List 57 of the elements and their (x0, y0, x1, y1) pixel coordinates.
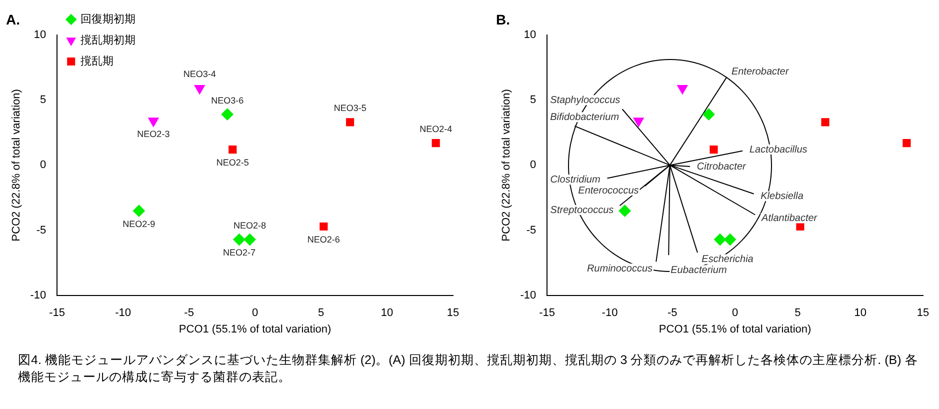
series-label: Clostridium (550, 174, 600, 186)
x-tick-label: 5 (318, 307, 324, 320)
data-label: NEO2-8 (234, 220, 266, 231)
series-label: Escherichia (702, 254, 754, 266)
legend-label: 撹乱期初期 (80, 34, 136, 47)
data-label: NEO2-5 (216, 158, 249, 168)
data-label: NEO2-9 (122, 218, 156, 229)
y-tick-label: 0 (530, 159, 536, 172)
series-label: Streptococcus (550, 204, 614, 216)
x-tick-label: 10 (380, 307, 394, 320)
y-tick-label: -5 (526, 224, 536, 236)
x-tick-label: 0 (732, 307, 738, 320)
chart-title: A. (6, 11, 20, 28)
x-tick-label: 5 (794, 307, 801, 320)
x-tick-label: -15 (539, 307, 556, 320)
x-tick-label: -10 (115, 307, 132, 320)
data-label: NEO2-4 (420, 124, 452, 134)
series-label: Eubacterium (670, 264, 727, 276)
x-tick-label: -10 (602, 307, 618, 320)
y-tick-label: 10 (34, 28, 46, 41)
x-tick-label: -15 (49, 307, 66, 320)
series-label: Staphylococcus (550, 94, 620, 106)
series-label: Enterococcus (578, 185, 639, 196)
y-axis-title: PCO2 (22.8% of total variation) (10, 89, 23, 242)
series-label: Klebsiella (760, 190, 804, 202)
legend-label: 撹乱期 (80, 54, 114, 68)
x-tick-label: 15 (446, 307, 460, 320)
x-tick-label: -5 (668, 307, 678, 320)
series-label: Enterobacter (731, 66, 790, 78)
data-label: NEO3-4 (183, 69, 216, 80)
series-label: Citrobacter (696, 162, 747, 173)
y-tick-label: -5 (36, 224, 46, 236)
x-tick-label: 10 (854, 307, 866, 320)
series-label: Atlantibacter (760, 213, 818, 224)
data-label: NEO3-5 (334, 103, 366, 114)
y-tick-label: 0 (40, 159, 46, 172)
data-label: NEO2-7 (222, 248, 256, 258)
y-tick-label: -10 (30, 290, 46, 302)
series-label: Ruminococcus (586, 263, 653, 274)
x-axis-title: PCO1 (55.1% of total variation) (658, 323, 812, 336)
data-label: NEO2-6 (307, 234, 340, 244)
y-axis-title: PCO2 (22.8% of total variation) (500, 89, 513, 242)
data-label: NEO3-6 (211, 95, 244, 106)
x-tick-label: 15 (916, 307, 930, 320)
y-tick-label: 10 (524, 28, 536, 41)
legend-label: 回復期初期 (80, 12, 136, 26)
y-tick-label: 5 (530, 94, 536, 106)
y-tick-label: 5 (40, 94, 46, 106)
chart-title: B. (496, 11, 510, 28)
x-axis-title: PCO1 (55.1% of total variation) (178, 323, 332, 336)
series-label: Bifidobacterium (550, 112, 620, 123)
y-tick-label: -10 (520, 290, 536, 302)
caption: 図4. 機能モジュールアバンダンスに基づいた生物群集解析 (2)。(A) 回復期初期、撹乱期初期、撹乱期の 3 分類のみで再解析した各検体の主座標分析. (B) 各機能モジュールの構成に寄与する菌群の表記。 (18, 352, 919, 386)
data-label: NEO2-3 (137, 128, 170, 139)
x-tick-label: 0 (252, 307, 258, 320)
series-label: Lactobacillus (749, 144, 808, 156)
x-tick-label: -5 (184, 307, 194, 320)
